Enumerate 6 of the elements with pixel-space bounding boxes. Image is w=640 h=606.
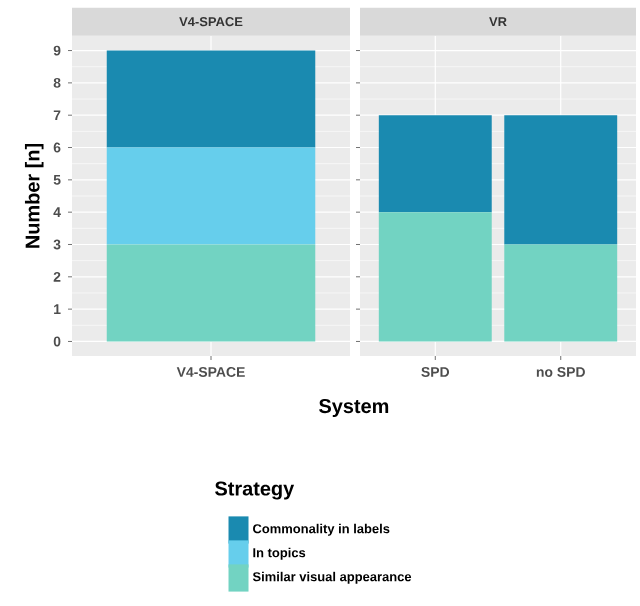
y-axis-title: Number [n] <box>24 144 44 248</box>
bar <box>106 244 316 342</box>
bar <box>106 147 316 245</box>
legend-title: Strategy <box>215 481 295 500</box>
x-axis-title: System <box>319 399 389 418</box>
bar <box>106 50 316 148</box>
